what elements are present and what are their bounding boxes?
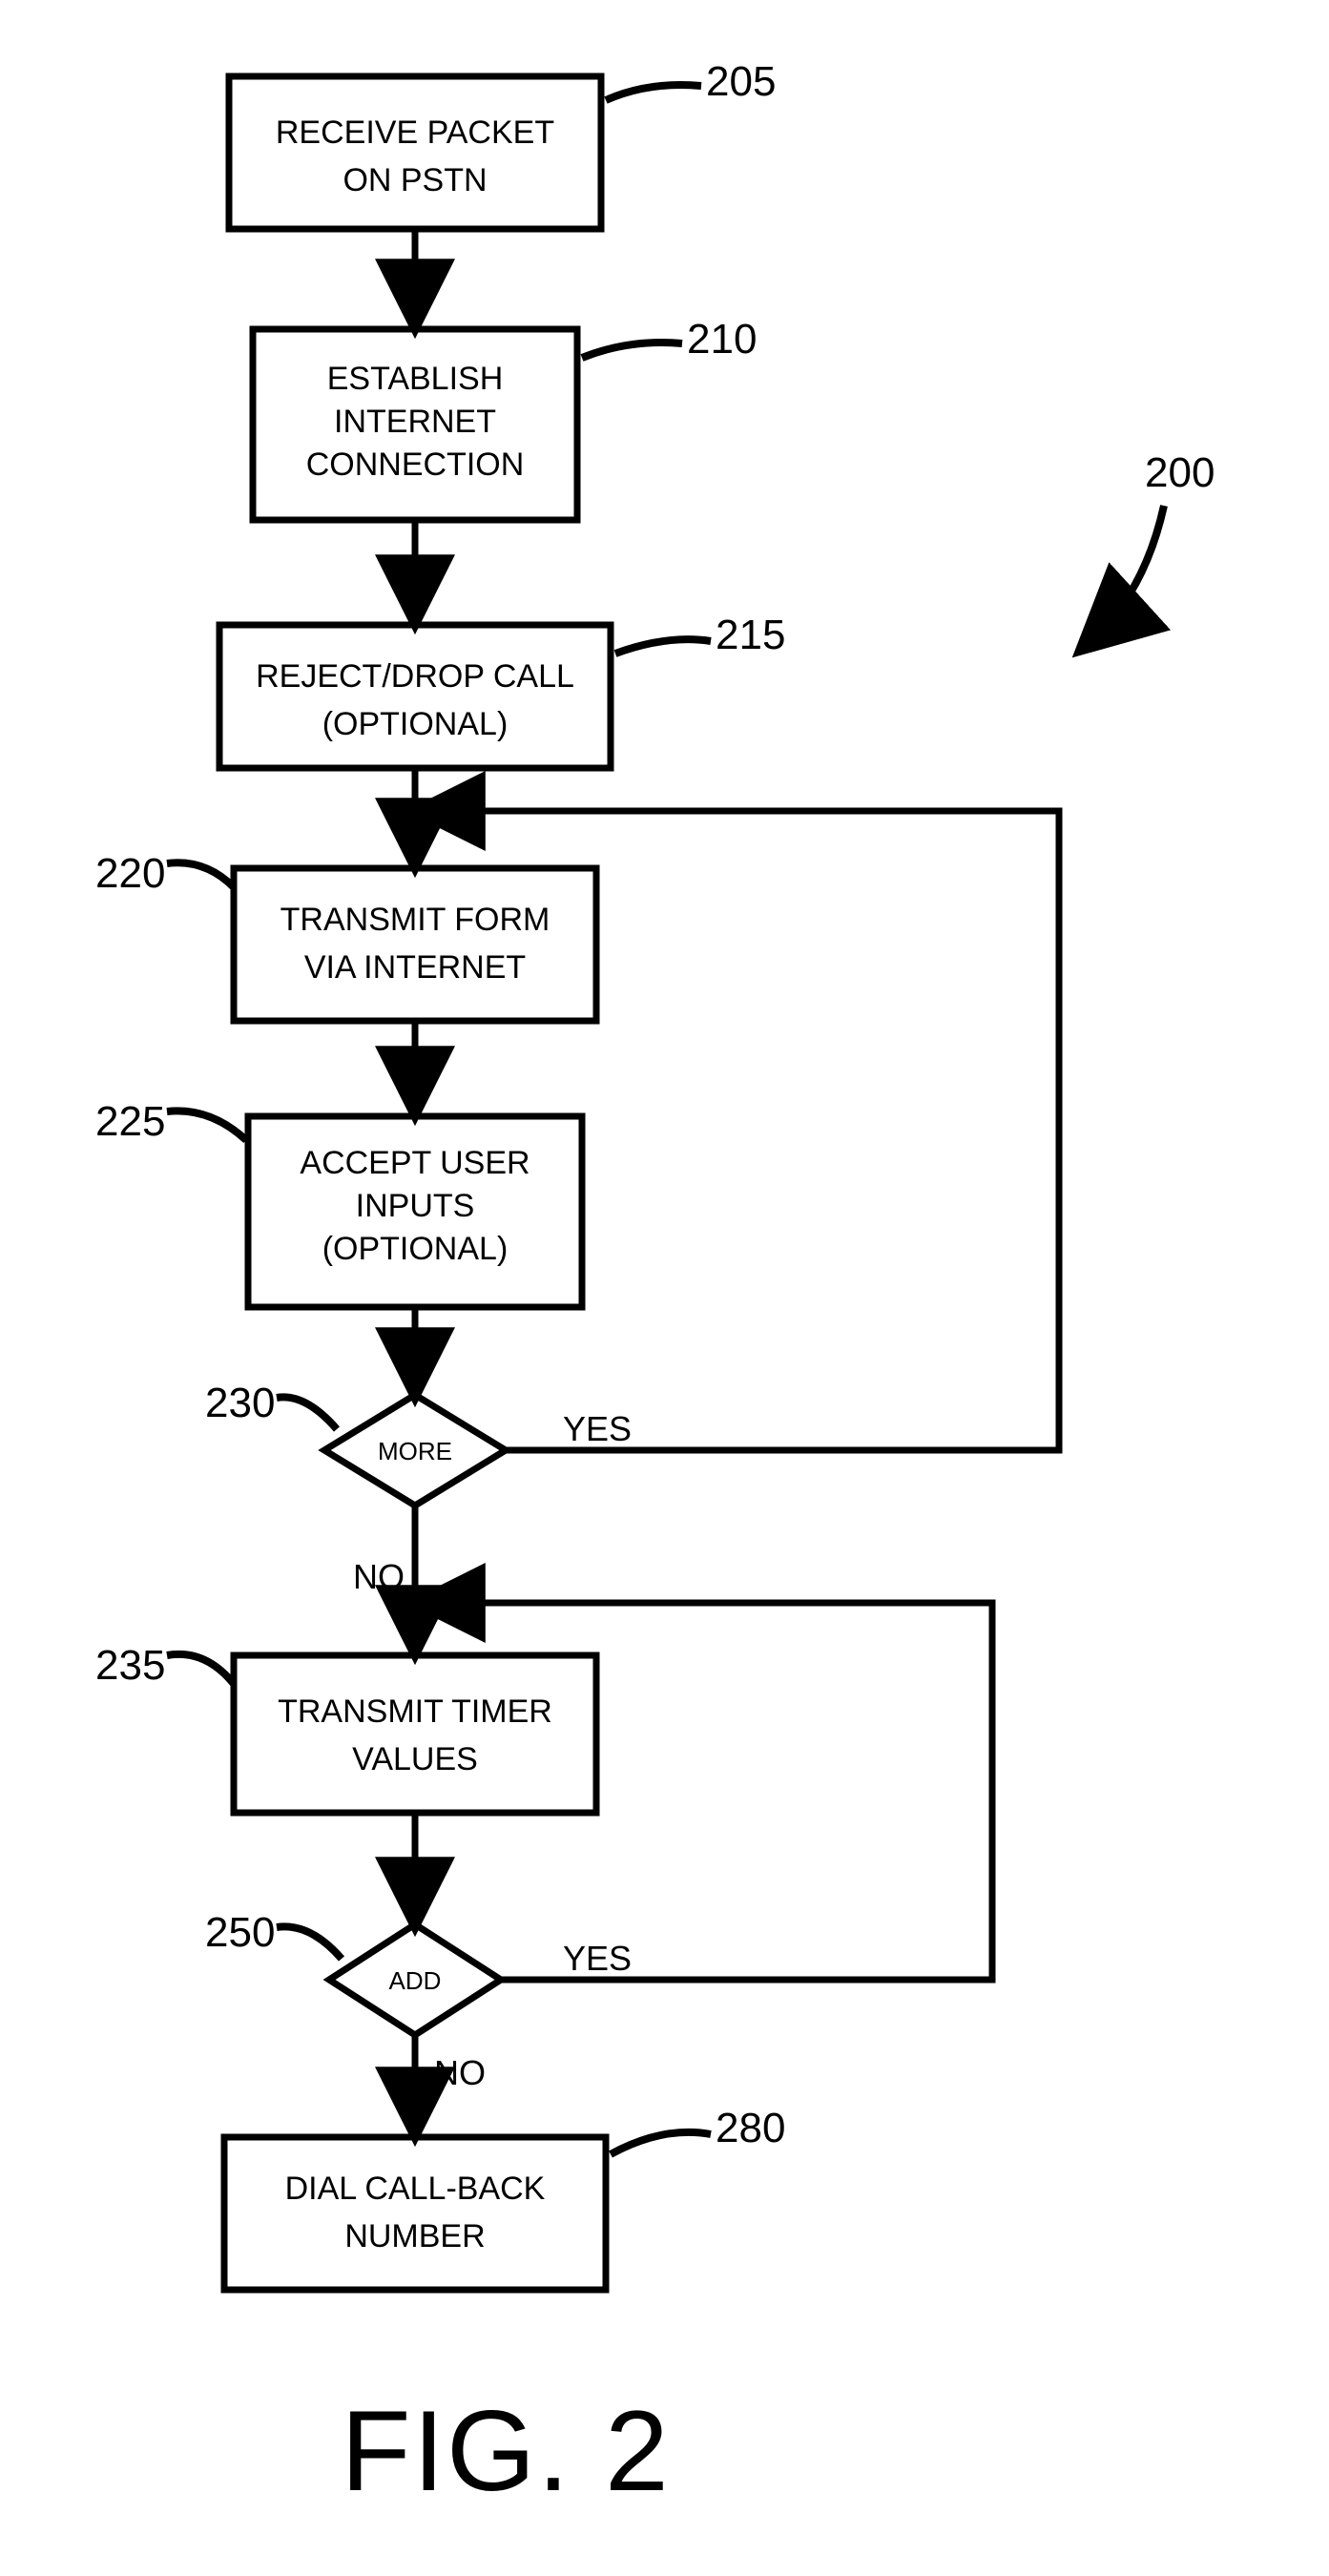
node-205-callout	[606, 85, 701, 100]
node-225-label: 225	[95, 1098, 165, 1145]
node-215: REJECT/DROP CALL (OPTIONAL) 215	[219, 612, 785, 768]
node-235-line1: TRANSMIT TIMER	[278, 1693, 552, 1730]
edge-250-yes-line	[429, 1603, 992, 1980]
node-250-callout	[277, 1926, 342, 1959]
node-205-box	[229, 76, 601, 229]
node-210-label: 210	[687, 316, 757, 363]
node-235-box	[234, 1655, 596, 1813]
node-230-yes-label: YES	[563, 1409, 632, 1448]
node-210-line2: INTERNET	[334, 404, 496, 440]
node-225-line2: INPUTS	[356, 1188, 475, 1224]
figure-label: 200	[1092, 449, 1215, 639]
figure-overall-label: 200	[1145, 449, 1215, 496]
node-230-label: 230	[205, 1380, 275, 1426]
node-250-label: 250	[205, 1909, 275, 1956]
node-235-callout	[167, 1654, 234, 1684]
node-225-line1: ACCEPT USER	[300, 1145, 530, 1181]
node-215-line1: REJECT/DROP CALL	[256, 658, 574, 695]
node-230-text: MORE	[378, 1437, 452, 1465]
node-210-line3: CONNECTION	[306, 447, 525, 483]
node-215-box	[219, 625, 611, 768]
node-250-yes-label: YES	[563, 1939, 632, 1978]
flowchart: 200 RECEIVE PACKET ON PSTN 205 ESTABLISH…	[0, 0, 1329, 2576]
node-280-line1: DIAL CALL-BACK	[285, 2171, 546, 2207]
node-250-no-label: NO	[434, 2053, 486, 2092]
edge-250-yes: YES	[429, 1603, 992, 1980]
edge-250-no: NO	[415, 2035, 486, 2123]
node-220-callout	[167, 862, 234, 887]
node-210: ESTABLISH INTERNET CONNECTION 210	[253, 316, 757, 520]
node-205-label: 205	[706, 58, 776, 105]
node-215-label: 215	[716, 612, 785, 658]
node-280-label: 280	[716, 2105, 785, 2151]
node-250: ADD 250	[205, 1909, 501, 2035]
edge-230-no: NO	[353, 1506, 415, 1641]
figure-title: FIG. 2	[341, 2387, 670, 2515]
node-220-box	[234, 868, 596, 1021]
node-220-label: 220	[95, 850, 165, 897]
node-230-no-label: NO	[353, 1557, 405, 1596]
node-280: DIAL CALL-BACK NUMBER 280	[224, 2105, 785, 2290]
node-225-callout	[167, 1111, 246, 1140]
node-280-callout	[611, 2132, 711, 2154]
node-220-line2: VIA INTERNET	[304, 949, 526, 986]
node-225-line3: (OPTIONAL)	[322, 1231, 509, 1267]
node-250-text: ADD	[389, 1966, 442, 1995]
node-235-line2: VALUES	[352, 1741, 478, 1777]
node-280-box	[224, 2137, 606, 2290]
node-230-callout	[277, 1397, 337, 1429]
node-205-line1: RECEIVE PACKET	[276, 114, 554, 151]
node-220-line1: TRANSMIT FORM	[280, 902, 550, 938]
node-230: MORE 230	[205, 1380, 506, 1506]
node-205-line2: ON PSTN	[343, 162, 487, 198]
node-225: ACCEPT USER INPUTS (OPTIONAL) 225	[95, 1098, 582, 1307]
node-280-line2: NUMBER	[344, 2218, 485, 2254]
node-235-label: 235	[95, 1642, 165, 1689]
node-210-callout	[582, 343, 682, 358]
node-205: RECEIVE PACKET ON PSTN 205	[229, 58, 776, 229]
figure-label-pointer	[1092, 506, 1164, 639]
node-235: TRANSMIT TIMER VALUES 235	[95, 1642, 596, 1813]
node-210-line1: ESTABLISH	[327, 361, 504, 397]
node-215-line2: (OPTIONAL)	[322, 706, 509, 742]
node-220: TRANSMIT FORM VIA INTERNET 220	[95, 850, 596, 1021]
node-215-callout	[615, 639, 711, 654]
